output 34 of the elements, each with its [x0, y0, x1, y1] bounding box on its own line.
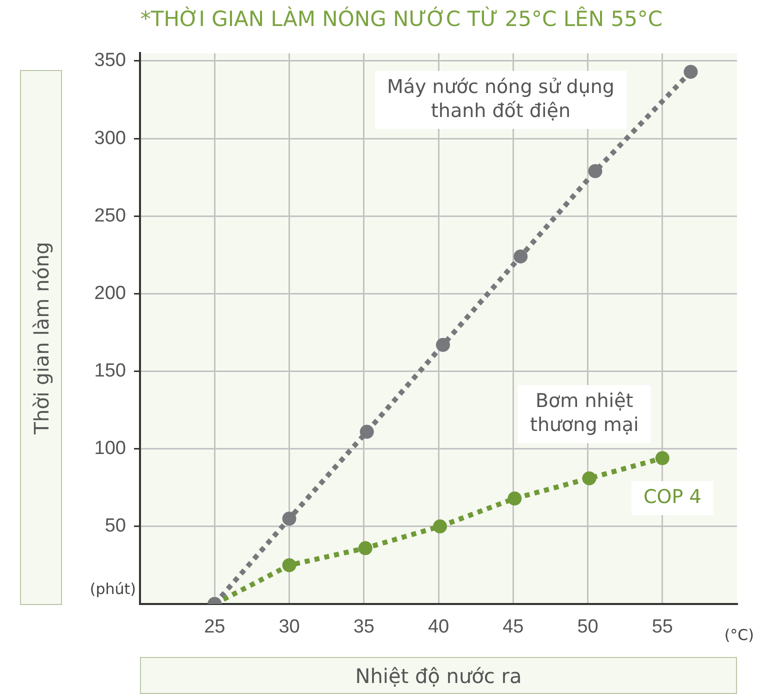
y-axis-title: Thời gian làm nóng [29, 241, 53, 434]
point [282, 558, 296, 572]
x-tick-label: 45 [502, 616, 524, 638]
point [508, 491, 522, 506]
y-tick-label: 100 [94, 438, 126, 460]
x-tick-label: 25 [204, 616, 226, 638]
series-label: Bơm nhiệt thương mại [530, 390, 639, 436]
x-tick-label: 35 [353, 616, 374, 638]
x-axis-title: Nhiệt độ nước ra [355, 664, 522, 688]
text: (°C) [724, 626, 754, 644]
chart-title: *THỜI GIAN LÀM NÓNG NƯỚC TỪ 25°C LÊN 55°C [140, 6, 663, 32]
point [514, 249, 528, 264]
point [360, 424, 374, 439]
point [432, 519, 447, 534]
x-tick-label: 50 [577, 616, 598, 638]
y-tick-label: 200 [94, 282, 126, 304]
point [436, 338, 450, 352]
series-label: Máy nước nóng sử dụng thanh đốt điện [386, 76, 614, 122]
annotation: COP 4 [643, 486, 702, 508]
y-tick-label: 150 [94, 360, 126, 382]
point [358, 541, 372, 556]
x-tick-label: 55 [652, 616, 673, 638]
point [588, 164, 602, 178]
x-tick-label: 30 [278, 616, 300, 638]
point [582, 471, 596, 486]
point [655, 451, 670, 466]
y-tick-label: 350 [94, 50, 126, 72]
y-tick-label: 50 [104, 516, 126, 537]
y-tick-label: 300 [94, 128, 126, 149]
text: (phút) [90, 580, 136, 598]
x-tick-label: 40 [428, 616, 450, 638]
y-tick-label: 250 [94, 205, 126, 226]
point [684, 64, 698, 79]
point [282, 512, 296, 526]
